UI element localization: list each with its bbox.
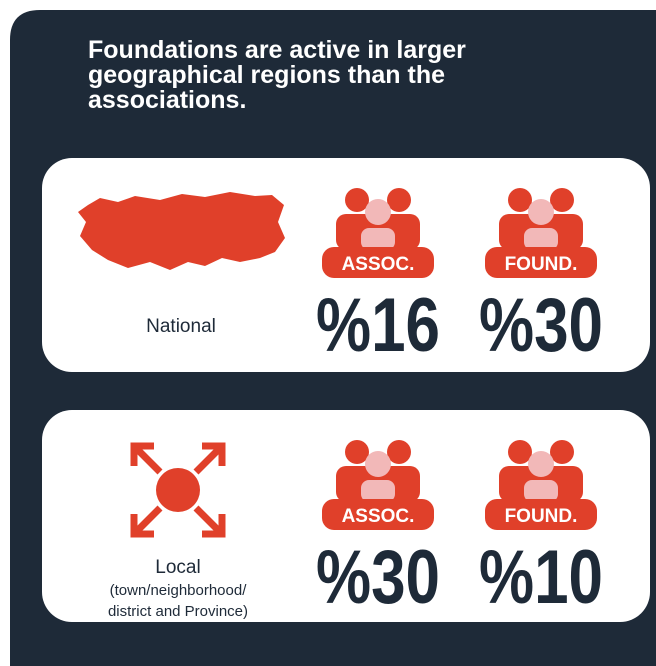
badge-pill — [322, 499, 434, 530]
percentage: %10 — [479, 535, 603, 620]
icon-head — [345, 188, 369, 212]
group-icon — [322, 440, 434, 530]
icon-head — [365, 199, 391, 225]
icon-head — [345, 440, 369, 464]
icon-body — [524, 228, 558, 250]
icon-head — [508, 188, 532, 212]
icon-head — [528, 451, 554, 477]
panel-detail: (town/neighborhood/ — [110, 582, 248, 599]
icon-head — [550, 440, 574, 464]
icon-body — [361, 480, 395, 502]
panel-label: Local — [155, 557, 200, 578]
percentage: %30 — [316, 535, 440, 620]
percentage: %16 — [316, 283, 440, 368]
icon-head — [508, 440, 532, 464]
badge-pill — [485, 247, 597, 278]
icon-head — [550, 188, 574, 212]
icon-body — [361, 228, 395, 250]
icon-head — [387, 188, 411, 212]
badge-label: FOUND. — [505, 506, 578, 527]
group-icon — [322, 188, 434, 278]
turkey-map — [78, 192, 285, 270]
group-icon — [485, 440, 597, 530]
title-line: associations. — [88, 86, 246, 114]
badge-label: FOUND. — [505, 254, 578, 275]
badge-label: ASSOC. — [342, 506, 415, 527]
panel-detail: district and Province) — [108, 603, 248, 620]
badge-pill — [485, 499, 597, 530]
icon-head — [365, 451, 391, 477]
badge-label: ASSOC. — [342, 254, 415, 275]
title-line: Foundations are active in larger — [88, 36, 466, 64]
icon-head — [528, 199, 554, 225]
title-line: geographical regions than the — [88, 61, 445, 89]
arrows-icon — [130, 442, 226, 538]
panel-label: National — [146, 316, 216, 337]
badge-pill — [322, 247, 434, 278]
icon-head — [387, 440, 411, 464]
icon-body — [524, 480, 558, 502]
group-icon — [485, 188, 597, 278]
percentage: %30 — [479, 283, 603, 368]
